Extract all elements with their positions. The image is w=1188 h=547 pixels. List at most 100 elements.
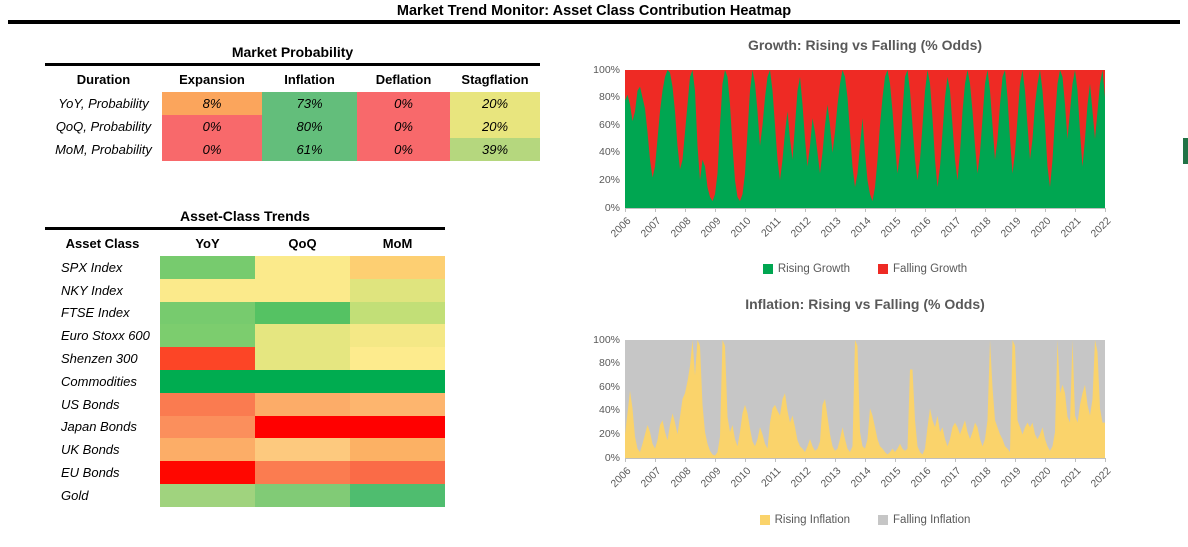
x-axis-tick xyxy=(1075,208,1076,212)
x-axis-tick xyxy=(985,458,986,462)
table-row: Gold xyxy=(45,483,445,507)
x-axis-tick xyxy=(715,458,716,462)
row-label: Euro Stoxx 600 xyxy=(61,328,150,344)
x-axis-tick xyxy=(1105,208,1106,212)
trend-heatmap-cell xyxy=(255,324,350,348)
row-label: SPX Index xyxy=(61,259,123,275)
probability-cell: 0% xyxy=(162,138,262,161)
inflation-legend: Rising Inflation Falling Inflation xyxy=(625,514,1105,526)
page-title: Market Trend Monitor: Asset Class Contri… xyxy=(396,3,792,19)
trend-heatmap-cell xyxy=(350,256,445,279)
x-axis-tick xyxy=(1045,208,1046,212)
probability-cell: 0% xyxy=(162,115,262,138)
probability-cell: 8% xyxy=(162,92,262,115)
x-axis-tick xyxy=(1015,208,1016,212)
x-axis-tick xyxy=(865,208,866,212)
x-axis-tick xyxy=(985,208,986,212)
x-axis-tick xyxy=(625,458,626,462)
y-axis-label: 80% xyxy=(598,91,620,104)
trend-heatmap-cell xyxy=(160,301,255,325)
inflation-area-svg xyxy=(625,340,1105,458)
row-label: FTSE Index xyxy=(61,305,130,321)
trend-heatmap-cell xyxy=(350,278,445,302)
column-header-yoy: YoY xyxy=(195,235,220,251)
trend-heatmap-cell xyxy=(160,483,255,507)
y-axis-label: 60% xyxy=(598,380,620,393)
trend-heatmap-cell xyxy=(350,483,445,507)
table-row: SPX Index xyxy=(45,256,445,279)
legend-label: Rising Inflation xyxy=(774,514,851,526)
table-row: Commodities xyxy=(45,369,445,393)
row-label: Japan Bonds xyxy=(61,419,137,435)
probability-cell: 0% xyxy=(357,92,450,115)
probability-cell: 61% xyxy=(262,138,357,161)
growth-area-svg xyxy=(625,70,1105,208)
table-row: NKY Index xyxy=(45,278,445,302)
table-row: Euro Stoxx 600 xyxy=(45,324,445,348)
trend-heatmap-cell xyxy=(255,347,350,370)
trend-heatmap-cell xyxy=(160,392,255,416)
row-label: MoM, Probability xyxy=(55,142,152,157)
x-axis-tick xyxy=(865,458,866,462)
y-axis-label: 60% xyxy=(598,118,620,131)
trend-heatmap-cell xyxy=(255,415,350,439)
row-label: Gold xyxy=(61,487,89,503)
market-probability-table: Market Probability Duration Expansion In… xyxy=(45,44,540,161)
legend-swatch xyxy=(759,515,770,525)
trend-heatmap-cell xyxy=(350,324,445,348)
trend-heatmap-cell xyxy=(350,369,445,393)
trend-heatmap-cell xyxy=(255,256,350,279)
legend-label: Falling Inflation xyxy=(893,514,971,526)
x-axis-tick xyxy=(895,458,896,462)
trend-heatmap-cell xyxy=(350,392,445,416)
window-edge-fragment xyxy=(1183,138,1188,164)
legend-swatch xyxy=(878,515,889,525)
column-header-deflation: Deflation xyxy=(375,71,432,87)
probability-cell: 39% xyxy=(450,138,540,161)
row-label: NKY Index xyxy=(61,282,123,298)
y-axis-label: 40% xyxy=(598,146,620,159)
row-label: EU Bonds xyxy=(61,465,120,481)
x-axis-tick xyxy=(805,208,806,212)
trend-heatmap-cell xyxy=(255,278,350,302)
column-header-inflation: Inflation xyxy=(284,71,335,87)
table-row: YoY, Probability 8% 73% 0% 20% xyxy=(45,92,540,115)
x-axis-tick xyxy=(1045,458,1046,462)
table-row: QoQ, Probability 0% 80% 0% 20% xyxy=(45,115,540,138)
market-probability-header: Duration Expansion Inflation Deflation S… xyxy=(45,66,540,92)
y-axis-label: 20% xyxy=(598,173,620,186)
legend-label: Falling Growth xyxy=(893,263,968,275)
x-axis-tick xyxy=(955,208,956,212)
x-axis-tick xyxy=(805,458,806,462)
x-axis-tick xyxy=(925,458,926,462)
column-header-mom: MoM xyxy=(382,235,413,251)
probability-cell: 80% xyxy=(262,115,357,138)
asset-class-trends-title: Asset-Class Trends xyxy=(45,208,445,230)
trend-heatmap-cell xyxy=(160,461,255,484)
trend-heatmap-cell xyxy=(255,483,350,507)
table-row: US Bonds xyxy=(45,392,445,416)
y-axis-label: 100% xyxy=(593,63,620,76)
x-axis-tick xyxy=(745,458,746,462)
x-axis-tick xyxy=(685,208,686,212)
y-axis-label: 20% xyxy=(598,427,620,440)
probability-cell: 0% xyxy=(357,115,450,138)
trend-heatmap-cell xyxy=(160,438,255,462)
market-probability-rows: YoY, Probability 8% 73% 0% 20% QoQ, Probabili… xyxy=(45,92,540,161)
x-axis-tick xyxy=(685,458,686,462)
row-label: Shenzen 300 xyxy=(61,351,138,367)
probability-cell: 20% xyxy=(450,92,540,115)
trend-heatmap-cell xyxy=(255,461,350,484)
legend-item: Rising Inflation xyxy=(759,514,851,526)
row-label: Commodities xyxy=(61,373,137,389)
trend-heatmap-cell xyxy=(160,347,255,370)
trend-heatmap-cell xyxy=(160,369,255,393)
growth-plot-area xyxy=(625,70,1105,208)
inflation-plot-area xyxy=(625,340,1105,458)
inflation-chart: Inflation: Rising vs Falling (% Odds) Ri… xyxy=(580,286,1140,547)
column-header-expansion: Expansion xyxy=(179,71,245,87)
x-axis-tick xyxy=(835,208,836,212)
trend-heatmap-cell xyxy=(255,392,350,416)
title-underline xyxy=(8,20,1180,24)
x-axis-tick xyxy=(1075,458,1076,462)
